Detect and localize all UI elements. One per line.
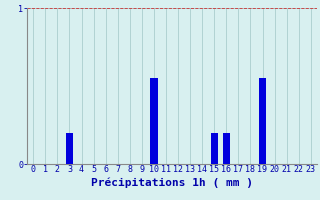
Bar [259,78,266,164]
Bar [223,133,230,164]
Bar [211,133,218,164]
Bar [150,78,157,164]
X-axis label: Précipitations 1h ( mm ): Précipitations 1h ( mm ) [91,177,253,188]
Bar [66,133,73,164]
